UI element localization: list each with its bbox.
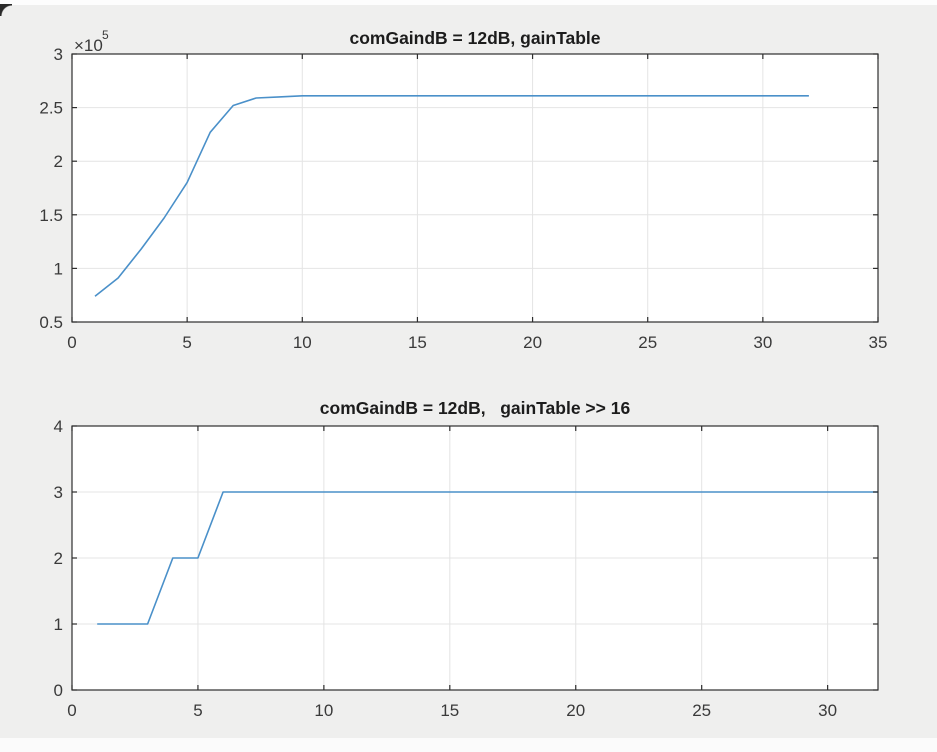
- x-tick-label: 15: [408, 333, 427, 352]
- x-tick-label: 25: [692, 701, 711, 720]
- y-tick-label: 3: [54, 45, 63, 64]
- x-tick-label: 5: [182, 333, 191, 352]
- subplot-gaintable-shifted-title: comGaindB = 12dB, gainTable >> 16: [320, 398, 631, 418]
- y-tick-label: 1.5: [39, 206, 63, 225]
- y-tick-label: 2.5: [39, 99, 63, 118]
- x-tick-label: 35: [869, 333, 888, 352]
- x-tick-label: 25: [638, 333, 657, 352]
- y-tick-label: 2: [54, 152, 63, 171]
- y-axis-exponent-power: 5: [102, 28, 109, 42]
- y-tick-label: 0.5: [39, 313, 63, 332]
- axes-box: [71, 53, 879, 323]
- y-axis-exponent-label: ×10: [74, 36, 103, 55]
- plot-area: [72, 54, 878, 322]
- x-tick-label: 30: [753, 333, 772, 352]
- x-tick-label: 15: [440, 701, 459, 720]
- y-tick-label: 2: [54, 549, 63, 568]
- data-line: [97, 491, 878, 625]
- data-line: [94, 95, 809, 297]
- x-tick-label: 0: [67, 701, 76, 720]
- x-tick-label: 5: [193, 701, 202, 720]
- subplot-gaintable: 0 5 10 15 20 25 30 35 0.5 1 1.5 2 2.5 3: [39, 45, 887, 352]
- subplot-gaintable-title: comGaindB = 12dB, gainTable: [349, 28, 600, 48]
- y-tick-label: 0: [54, 681, 63, 700]
- subplot-gaintable-shifted: 0 5 10 15 20 25 30 0 1 2 3 4: [54, 417, 879, 720]
- window-top-strip: [0, 0, 937, 5]
- x-tick-label: 0: [67, 333, 76, 352]
- x-tick-label: 10: [293, 333, 312, 352]
- window-bottom-strip: [0, 738, 937, 752]
- x-tick-label: 10: [314, 701, 333, 720]
- x-tick-label: 20: [523, 333, 542, 352]
- x-tick-label: 30: [818, 701, 837, 720]
- x-tick-label: 20: [566, 701, 585, 720]
- y-tick-label: 1: [54, 615, 63, 634]
- y-tick-label: 4: [54, 417, 63, 436]
- y-tick-label: 1: [54, 259, 63, 278]
- window-corner-artifact: [0, 4, 12, 16]
- y-tick-label: 3: [54, 483, 63, 502]
